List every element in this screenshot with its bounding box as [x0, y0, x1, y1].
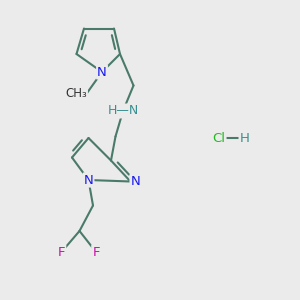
Text: N: N	[130, 175, 140, 188]
Text: Cl: Cl	[212, 131, 226, 145]
Text: H: H	[240, 131, 249, 145]
Text: F: F	[92, 245, 100, 259]
Text: N: N	[97, 65, 107, 79]
Text: H—N: H—N	[107, 104, 139, 118]
Text: F: F	[58, 245, 65, 259]
Text: CH₃: CH₃	[65, 86, 87, 100]
Text: N: N	[84, 173, 93, 187]
